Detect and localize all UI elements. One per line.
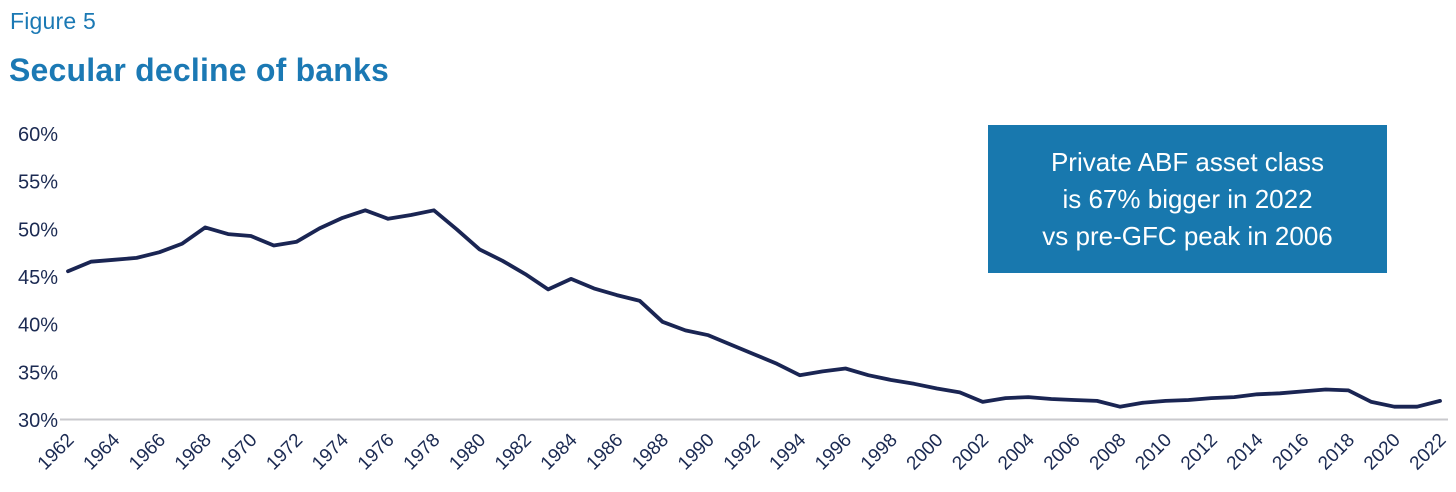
x-tick-label: 1992: [720, 430, 765, 475]
y-tick-label: 45%: [18, 267, 58, 289]
x-tick-label: 1996: [811, 430, 856, 475]
x-tick-label: 2012: [1177, 430, 1222, 475]
y-tick-label: 35%: [18, 362, 58, 384]
x-tick-label: 1986: [583, 430, 628, 475]
x-tick-label: 2000: [903, 430, 948, 475]
x-tick-label: 2018: [1314, 430, 1359, 475]
x-tick-label: 1970: [217, 430, 262, 475]
callout-text: Private ABF asset class is 67% bigger in…: [1042, 146, 1333, 251]
x-tick-label: 1962: [34, 430, 79, 475]
x-tick-label: 1964: [80, 429, 125, 474]
page-title: Secular decline of banks: [9, 52, 390, 88]
y-tick-label: 50%: [18, 219, 58, 241]
y-tick-label: 60%: [18, 124, 58, 146]
x-tick-label: 1998: [857, 430, 902, 475]
x-tick-label: 2002: [948, 430, 993, 475]
figure-label: Figure 5: [10, 8, 96, 34]
x-tick-label: 1980: [445, 430, 490, 475]
x-tick-label: 2022: [1406, 430, 1451, 475]
x-tick-label: 1988: [628, 430, 673, 475]
x-tick-label: 1966: [125, 430, 170, 475]
y-tick-label: 40%: [18, 315, 58, 337]
x-tick-label: 1974: [308, 429, 353, 474]
x-tick-label: 2004: [994, 429, 1039, 474]
x-tick-label: 2010: [1131, 430, 1176, 475]
x-tick-label: 2014: [1223, 429, 1268, 474]
data-line: [66, 208, 1442, 409]
y-tick-label: 30%: [18, 410, 58, 432]
x-tick-label: 1978: [400, 430, 445, 475]
x-tick-label: 1994: [766, 429, 811, 474]
x-tick-label: 1982: [491, 430, 536, 475]
x-tick-label: 1968: [171, 430, 216, 475]
y-tick-label: 55%: [18, 172, 58, 194]
x-tick-label: 2016: [1269, 430, 1314, 475]
x-tick-label: 2008: [1086, 430, 1131, 475]
x-tick-label: 1984: [537, 429, 582, 474]
x-tick-label: 2006: [1040, 430, 1085, 475]
x-tick-label: 1976: [354, 430, 399, 475]
x-tick-label: 1972: [262, 430, 307, 475]
x-tick-label: 2020: [1360, 430, 1405, 475]
x-tick-label: 1990: [674, 430, 719, 475]
callout-box: Private ABF asset class is 67% bigger in…: [988, 125, 1387, 273]
